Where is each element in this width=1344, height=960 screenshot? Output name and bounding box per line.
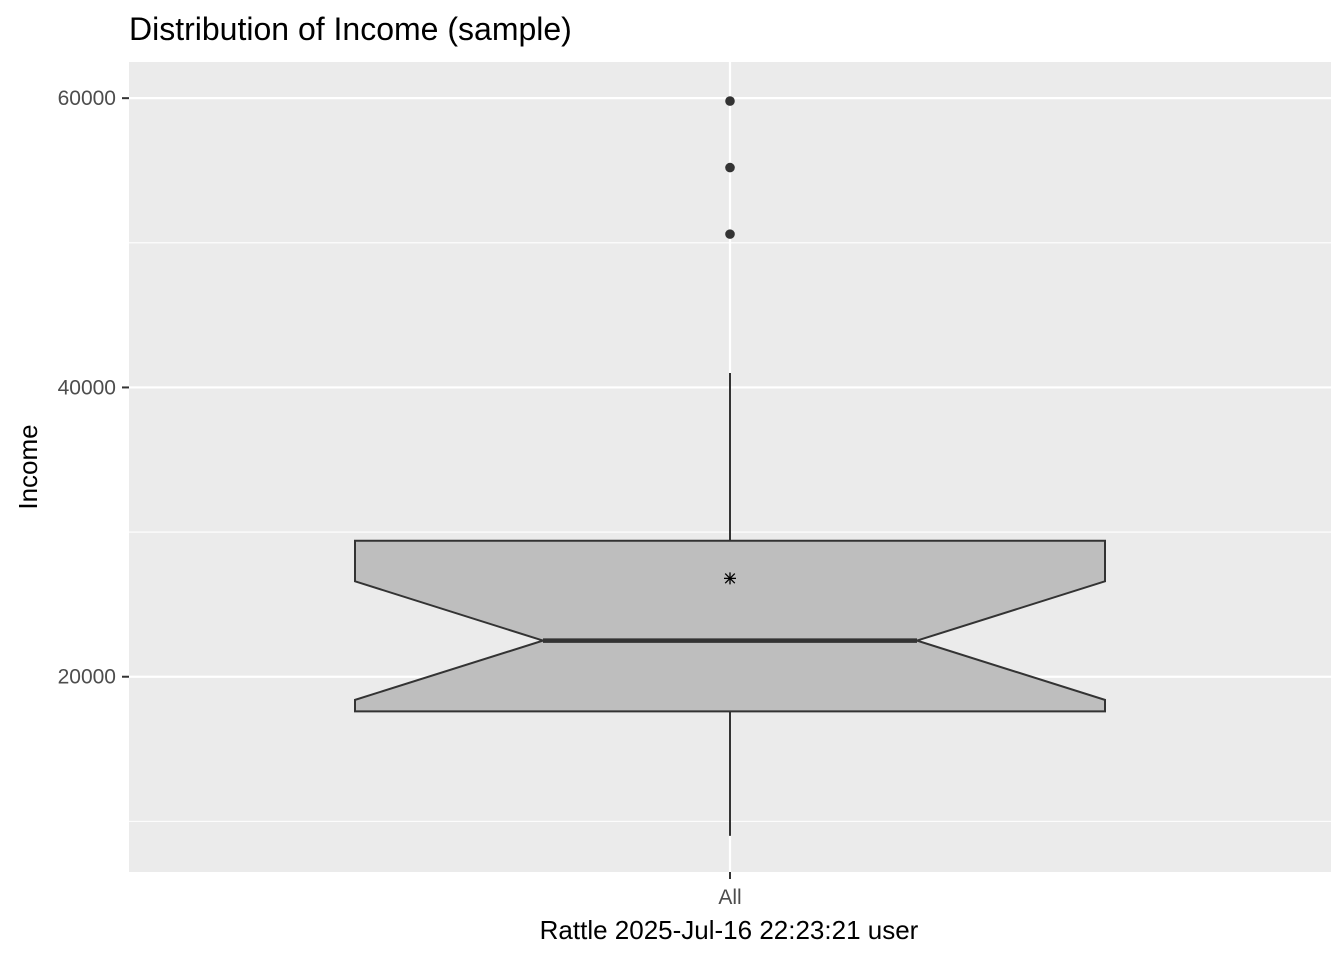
y-axis-ticks: 20000 40000 60000 xyxy=(58,87,129,689)
x-axis-title: Rattle 2025-Jul-16 22:23:21 user xyxy=(540,915,919,945)
y-tick-label: 20000 xyxy=(58,666,116,689)
notched-box xyxy=(354,539,1106,713)
mean-marker xyxy=(724,572,736,585)
box-series xyxy=(354,96,1106,836)
y-tick-label: 60000 xyxy=(58,87,116,110)
outlier-point xyxy=(725,162,735,173)
x-axis-ticks: All xyxy=(718,872,742,909)
y-axis-title: Income xyxy=(13,424,43,509)
outlier-point xyxy=(725,229,735,239)
chart-title: Distribution of Income (sample) xyxy=(129,11,572,47)
x-tick-label: All xyxy=(718,886,741,909)
outlier-point xyxy=(725,96,735,106)
y-tick-label: 40000 xyxy=(58,376,116,399)
